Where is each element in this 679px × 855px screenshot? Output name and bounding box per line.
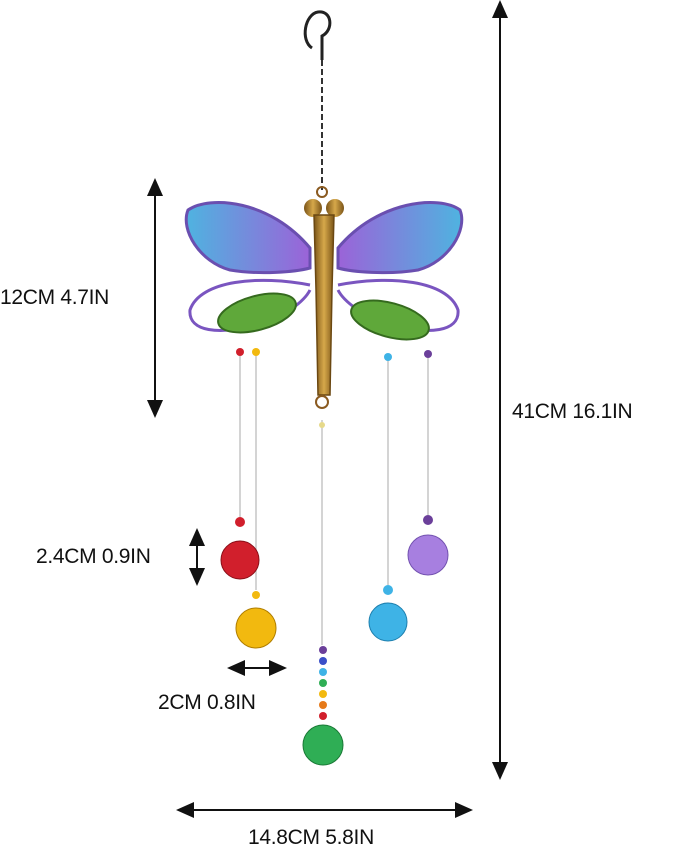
strings bbox=[239, 355, 429, 645]
green-crystal bbox=[302, 724, 344, 766]
total-width-label: 14.8CM 5.8IN bbox=[248, 826, 374, 849]
dimension-arrows bbox=[147, 0, 508, 818]
yellow-crystal bbox=[235, 607, 277, 649]
dragonfly-body bbox=[304, 199, 344, 409]
hook-and-chain bbox=[303, 10, 332, 198]
crystal-width-label: 2CM 0.8IN bbox=[158, 691, 256, 714]
purple-crystal bbox=[407, 534, 449, 576]
crystal-height-label: 2.4CM 0.9IN bbox=[36, 545, 151, 568]
dragonfly-wings bbox=[184, 201, 464, 341]
crystals bbox=[220, 348, 449, 766]
red-crystal bbox=[220, 540, 260, 580]
blue-crystal bbox=[368, 602, 408, 642]
wing-height-label: 12CM 4.7IN bbox=[0, 286, 110, 309]
total-length-label: 41CM 16.1IN bbox=[512, 400, 633, 423]
